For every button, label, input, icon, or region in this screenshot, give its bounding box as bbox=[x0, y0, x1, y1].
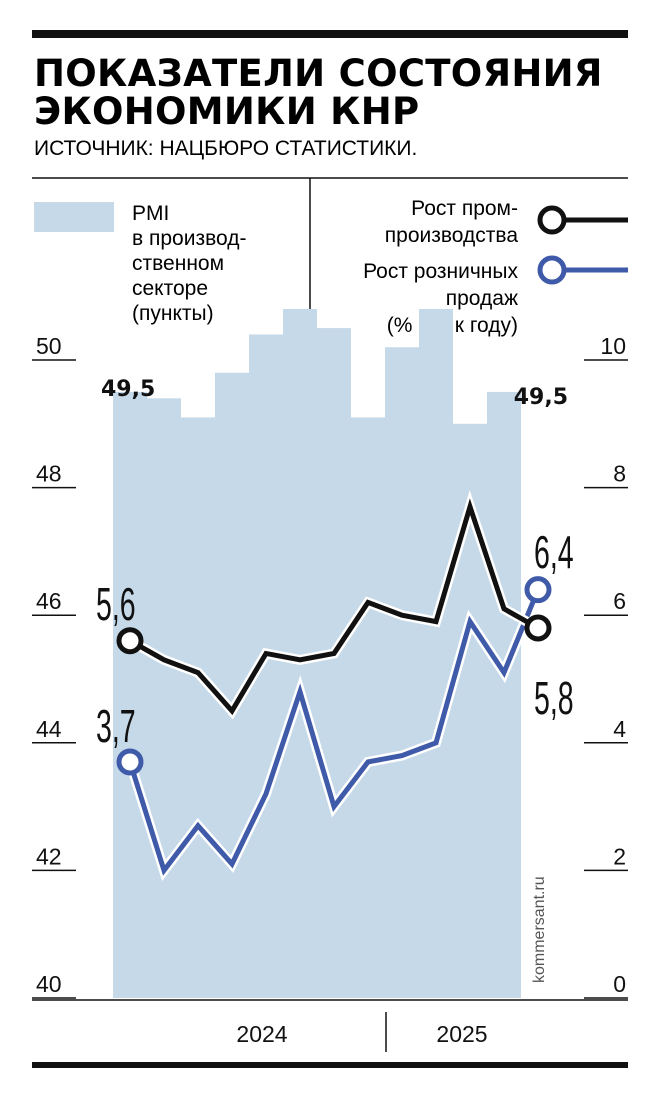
svg-text:производства: производства bbox=[385, 224, 519, 247]
chart-title-line1: ПОКАЗАТЕЛИ СОСТОЯНИЯ bbox=[34, 52, 603, 95]
year-label-2025: 2025 bbox=[436, 1021, 487, 1047]
svg-text:Рост пром-: Рост пром- bbox=[411, 197, 518, 220]
pmi-bar bbox=[113, 391, 147, 998]
svg-text:в производ-: в производ- bbox=[132, 227, 246, 250]
svg-text:(пункты): (пункты) bbox=[132, 302, 214, 325]
year-label-2024: 2024 bbox=[236, 1021, 287, 1047]
right-tick-label: 10 bbox=[600, 333, 626, 359]
retail-marker bbox=[524, 576, 552, 604]
retail-marker bbox=[116, 748, 144, 776]
industrial-marker bbox=[116, 627, 144, 655]
right-tick-label: 4 bbox=[613, 716, 626, 742]
chart-source: ИСТОЧНИК: НАЦБЮРО СТАТИСТИКИ. bbox=[34, 137, 417, 160]
retail-line bbox=[127, 588, 541, 876]
chart-title-line2: ЭКОНОМИКИ КНР bbox=[34, 90, 419, 133]
pmi-bar bbox=[351, 417, 385, 998]
industrial-line bbox=[128, 498, 540, 716]
svg-text:Рост розничных: Рост розничных bbox=[363, 260, 518, 283]
pmi-bar bbox=[487, 391, 521, 998]
legend-pmi-swatch bbox=[34, 202, 114, 232]
top-rule bbox=[32, 30, 628, 38]
pmi-bar bbox=[317, 328, 351, 999]
pmi-label-last: 49,5 bbox=[514, 385, 568, 410]
industrial-marker bbox=[524, 614, 552, 642]
legend-pmi-text: PMI в производ- ственном секторе (пункты… bbox=[132, 202, 246, 325]
right-axis: 0 2 4 6 8 10 bbox=[584, 333, 628, 999]
svg-text:ственном: ственном bbox=[132, 252, 224, 275]
pmi-bar bbox=[181, 417, 215, 998]
industrial-label-last: 5,8 bbox=[534, 673, 574, 725]
retail-label-first: 3,7 bbox=[96, 701, 136, 753]
data-labels: 49,5 49,5 5,6 3,7 6,4 5,8 bbox=[96, 377, 574, 753]
svg-text:секторе: секторе bbox=[132, 277, 208, 300]
pmi-bar bbox=[147, 398, 181, 998]
left-tick-label: 46 bbox=[36, 588, 62, 614]
credit-text: kommersant.ru bbox=[531, 876, 548, 983]
bottom-rule bbox=[32, 1062, 628, 1068]
series-lines bbox=[116, 490, 552, 882]
right-tick-label: 6 bbox=[613, 588, 626, 614]
legend-retail-swatch bbox=[537, 255, 628, 285]
left-tick-label: 44 bbox=[36, 716, 62, 742]
left-tick-label: 42 bbox=[36, 843, 62, 869]
retail-label-last: 6,4 bbox=[534, 527, 574, 579]
left-tick-label: 48 bbox=[36, 461, 62, 487]
svg-text:продаж: продаж bbox=[446, 287, 518, 310]
pmi-bar bbox=[419, 308, 453, 999]
industrial-label-first: 5,6 bbox=[96, 579, 136, 631]
right-tick-label: 2 bbox=[613, 843, 626, 869]
legend-industrial-swatch bbox=[537, 205, 628, 235]
right-tick-label: 8 bbox=[613, 461, 626, 487]
left-tick-label: 40 bbox=[36, 971, 62, 997]
pmi-label-first: 49,5 bbox=[101, 377, 155, 402]
right-tick-label: 0 bbox=[613, 971, 626, 997]
left-tick-label: 50 bbox=[36, 333, 62, 359]
left-axis: 40 42 44 46 48 50 bbox=[32, 333, 76, 999]
pmi-bar bbox=[385, 347, 419, 998]
legend-industrial-text: Рост пром- производства bbox=[385, 197, 519, 247]
svg-text:PMI: PMI bbox=[132, 202, 169, 225]
